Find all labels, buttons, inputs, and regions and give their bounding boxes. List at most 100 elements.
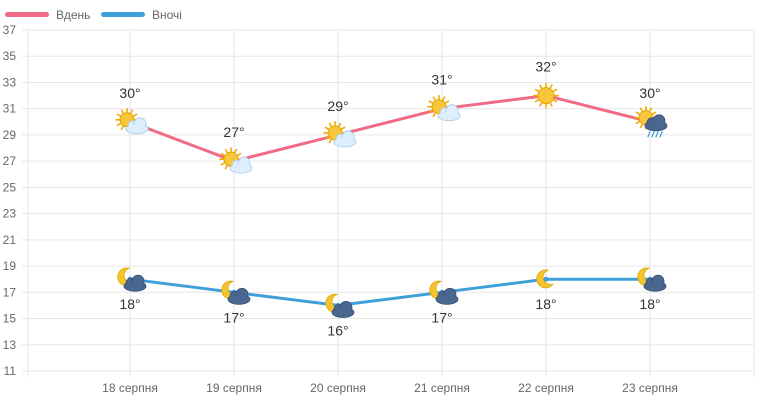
x-tick-label: 19 серпня — [206, 381, 262, 395]
sun-ray — [328, 122, 332, 127]
cloud-fill — [645, 282, 665, 291]
sun-ray — [116, 123, 121, 127]
cloud-fill — [333, 308, 353, 317]
moon-cloud-icon — [117, 267, 147, 292]
y-tick-label: 17 — [3, 285, 17, 299]
x-tick-label: 18 серпня — [102, 381, 158, 395]
data-label: 16° — [327, 322, 348, 338]
sun-ray — [120, 125, 124, 131]
sun-ray — [428, 100, 433, 104]
data-label: 32° — [535, 59, 556, 75]
sun-ray — [324, 126, 329, 130]
y-tick-label: 37 — [3, 23, 17, 37]
cloud-shape — [643, 274, 667, 292]
sun-ray — [130, 109, 134, 114]
sun-ray — [341, 126, 346, 130]
sun-ray — [539, 84, 543, 89]
data-label: 30° — [639, 85, 660, 101]
sun-ray — [635, 121, 640, 125]
cloud-shape — [227, 287, 251, 305]
sun-ray — [133, 113, 138, 117]
sun-rain-cloud-icon — [634, 106, 668, 138]
cloud-fill — [439, 111, 459, 120]
x-axis: 18 серпня 19 серпня 20 серпня 21 серпня 22 с… — [102, 381, 678, 395]
sun-ray — [234, 148, 238, 154]
rain-drop — [659, 131, 663, 138]
sun-rays — [533, 82, 559, 109]
sun-ray — [635, 111, 640, 115]
grid-lines — [22, 29, 755, 377]
legend-label: Вночі — [152, 8, 182, 22]
legend-item: Вночі — [101, 8, 182, 22]
moon-crescent — [536, 269, 555, 289]
sun-ray — [639, 107, 643, 112]
sun-cloud-icon — [323, 121, 357, 148]
y-tick-label: 23 — [3, 207, 17, 221]
y-tick-label: 11 — [4, 364, 17, 378]
x-tick-label: 23 серпня — [622, 381, 678, 395]
data-label: 17° — [223, 309, 244, 325]
sun-ray — [338, 122, 342, 127]
legend: Вдень Вночі — [5, 8, 182, 22]
series-day: 30° 27° 29° 31° 32° 30° — [115, 59, 668, 174]
series-line — [129, 277, 650, 307]
x-tick-label: 22 серпня — [518, 381, 574, 395]
cloud-fill — [125, 282, 145, 291]
data-label: 31° — [431, 72, 452, 88]
x-tick-label: 20 серпня — [310, 381, 366, 395]
sun-ray — [432, 112, 436, 118]
sun-ray — [534, 99, 540, 103]
y-tick-label: 29 — [3, 128, 17, 142]
legend-swatch — [5, 12, 49, 17]
sun-cloud-icon — [219, 147, 253, 174]
rain-drop — [655, 131, 659, 138]
y-tick-label: 21 — [3, 233, 17, 247]
sun-ray — [432, 96, 436, 101]
sun-icon — [533, 82, 559, 109]
data-label: 18° — [639, 296, 660, 312]
sun-ray — [120, 109, 124, 114]
cloud-shape — [229, 156, 253, 174]
moon-cloud-icon — [221, 280, 251, 305]
moon-cloud-icon — [325, 293, 355, 318]
sun-ray — [539, 102, 543, 107]
sun-ray — [224, 148, 228, 154]
cloud-fill — [127, 124, 147, 133]
sun-ray — [549, 102, 553, 107]
moon-icon — [536, 269, 555, 289]
cloud-shape — [644, 114, 668, 132]
sun-ray — [652, 111, 657, 115]
sun-ray — [552, 88, 558, 92]
sun-cloud-icon — [115, 108, 149, 135]
cloud-shape — [125, 117, 149, 135]
sun-ray — [649, 107, 653, 112]
sun-ray — [224, 165, 228, 170]
cloud-fill — [437, 295, 457, 304]
cloud-shape — [435, 287, 459, 305]
cloud-shape — [331, 301, 355, 318]
rain-drop — [651, 131, 655, 138]
sun-ray — [220, 162, 225, 166]
data-label: 18° — [119, 296, 140, 312]
y-tick-label: 25 — [3, 180, 17, 194]
sun-ray — [328, 139, 332, 144]
series-night: 18° 17° 16° 17° 18° 18° — [117, 267, 667, 338]
legend-item: Вдень — [5, 8, 90, 22]
moon-cloud-icon — [637, 267, 667, 292]
x-tick-label: 21 серпня — [414, 381, 470, 395]
sun-cloud-icon — [427, 94, 461, 122]
data-label: 29° — [327, 98, 348, 114]
sun-ray — [442, 96, 446, 101]
legend-swatch — [101, 12, 145, 17]
y-tick-label: 31 — [3, 102, 17, 116]
y-tick-label: 35 — [3, 49, 17, 63]
moon-cloud-icon — [429, 280, 459, 305]
sun-ray — [428, 109, 433, 113]
series-layer: 30° 27° 29° 31° 32° 30° 18° 17° 16° 17° 18° 18° — [115, 59, 668, 338]
rain-drop — [647, 131, 651, 138]
y-tick-label: 19 — [3, 259, 17, 273]
y-axis: 11 13 15 17 19 21 23 25 27 29 31 33 35 37 — [3, 23, 17, 378]
legend-label: Вдень — [56, 8, 90, 22]
